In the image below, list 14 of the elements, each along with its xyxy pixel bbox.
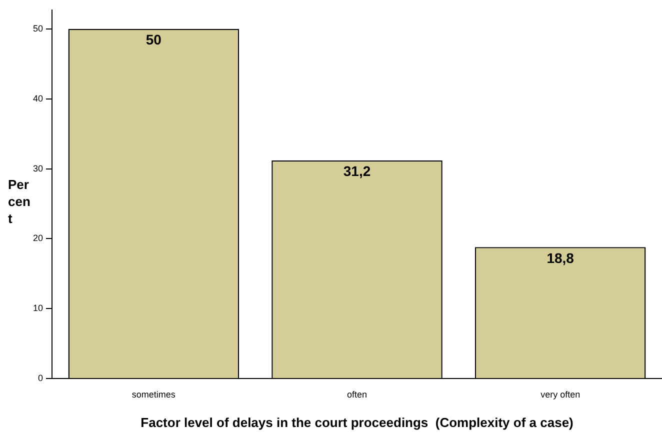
y-tick-label: 20 — [32, 233, 44, 244]
x-tick-label: sometimes — [132, 389, 176, 400]
data-label: 18,8 — [546, 250, 574, 266]
y-tick-label: 30 — [32, 163, 44, 174]
y-tick-label: 10 — [32, 303, 44, 314]
data-label: 50 — [146, 32, 162, 48]
y-tick-label: 50 — [32, 23, 44, 34]
data-label: 31,2 — [343, 163, 371, 180]
y-tick-label: 0 — [38, 373, 44, 384]
x-axis-title: Factor level of delays in the court proceedings (Complexity of a case) — [140, 414, 574, 430]
y-tick-label: 40 — [32, 93, 44, 104]
x-tick-label: very often — [540, 389, 580, 400]
x-tick-label: often — [346, 389, 368, 400]
y-axis-title: Percent — [8, 176, 32, 227]
